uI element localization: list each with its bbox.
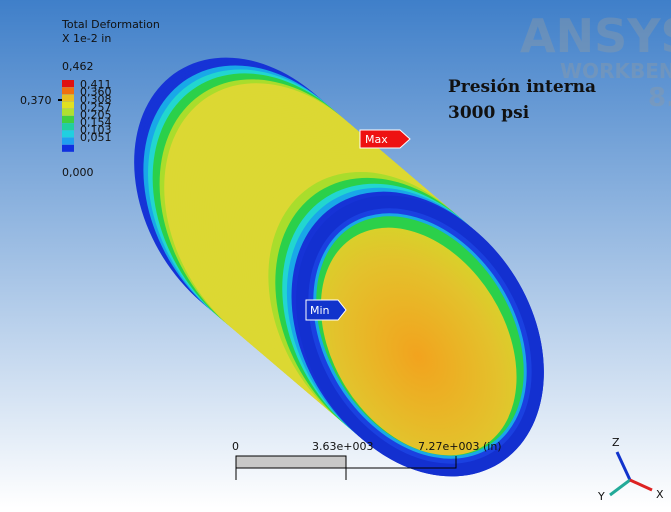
- legend-swatch: [62, 80, 74, 87]
- legend-swatch: [62, 116, 74, 123]
- legend-swatch: [62, 123, 74, 130]
- annotation: Presión interna: [448, 77, 596, 97]
- scale-bar-left: [236, 456, 346, 468]
- min-label: Min: [310, 304, 330, 317]
- legend-swatch: [62, 94, 74, 101]
- scale-mid: 3.63e+003: [312, 440, 373, 453]
- triad-x-label: X: [656, 488, 664, 501]
- legend-swatch: [62, 138, 74, 145]
- legend-title: Total Deformation: [61, 18, 160, 31]
- legend-probe: 0,370: [20, 94, 52, 107]
- scale-start: 0: [232, 440, 239, 453]
- min-marker: Min: [306, 300, 346, 320]
- scale-end: 7.27e+003 (in): [418, 440, 502, 453]
- legend-swatch: [62, 130, 74, 137]
- legend-max: 0,462: [62, 60, 94, 73]
- legend-swatch: [62, 87, 74, 94]
- logo-version: 8.: [648, 83, 671, 113]
- legend-level: 0,051: [80, 131, 112, 144]
- triad-z-label: Z: [612, 436, 620, 449]
- max-marker: Max: [360, 130, 410, 148]
- legend-swatch: [62, 109, 74, 116]
- annotation: 3000 psi: [448, 103, 530, 123]
- triad-y-label: Y: [597, 490, 605, 503]
- viewport: ANSYS WORKBENCH 8. Total Deformation X 1…: [0, 0, 671, 508]
- logo-brand: ANSYS: [520, 9, 671, 63]
- max-label: Max: [365, 133, 388, 146]
- legend-unit: X 1e-2 in: [62, 32, 111, 45]
- legend-swatch: [62, 102, 74, 109]
- legend-min: 0,000: [62, 166, 94, 179]
- legend-swatch: [62, 145, 74, 152]
